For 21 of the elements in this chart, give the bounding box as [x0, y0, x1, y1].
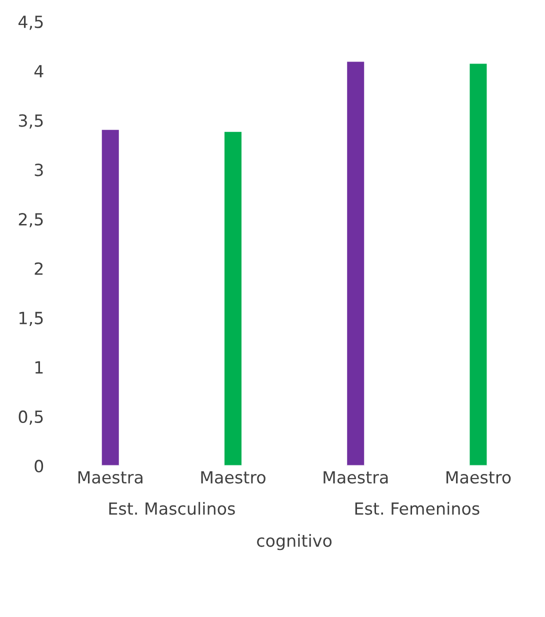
y-tick-label: 3,5: [18, 114, 43, 129]
x-axis-title: cognitivo: [257, 534, 332, 550]
bar: [223, 130, 243, 466]
x-tick-label: Maestra: [78, 471, 142, 484]
x-tick-label: Maestro: [446, 471, 511, 484]
y-tick-label: 2,5: [18, 212, 43, 228]
y-tick-label: 3: [34, 164, 43, 176]
y-tick-label: 0,5: [18, 410, 43, 425]
text: Est. Femeninos: [355, 502, 480, 515]
text: Est. Masculinos: [109, 502, 235, 515]
y-tick-label: 0: [34, 460, 44, 472]
y-tick-label: 2: [34, 262, 43, 275]
y-tick-label: 4,5: [18, 16, 43, 30]
y-tick-label: 4: [34, 65, 44, 78]
y-tick-label: 1: [35, 361, 43, 374]
bar: [100, 128, 120, 466]
bar: [468, 62, 488, 466]
x-tick-label: Maestra: [324, 471, 388, 484]
y-tick-label: 1,5: [20, 312, 43, 326]
bar: [346, 60, 366, 466]
x-tick-label: Maestro: [201, 471, 266, 484]
